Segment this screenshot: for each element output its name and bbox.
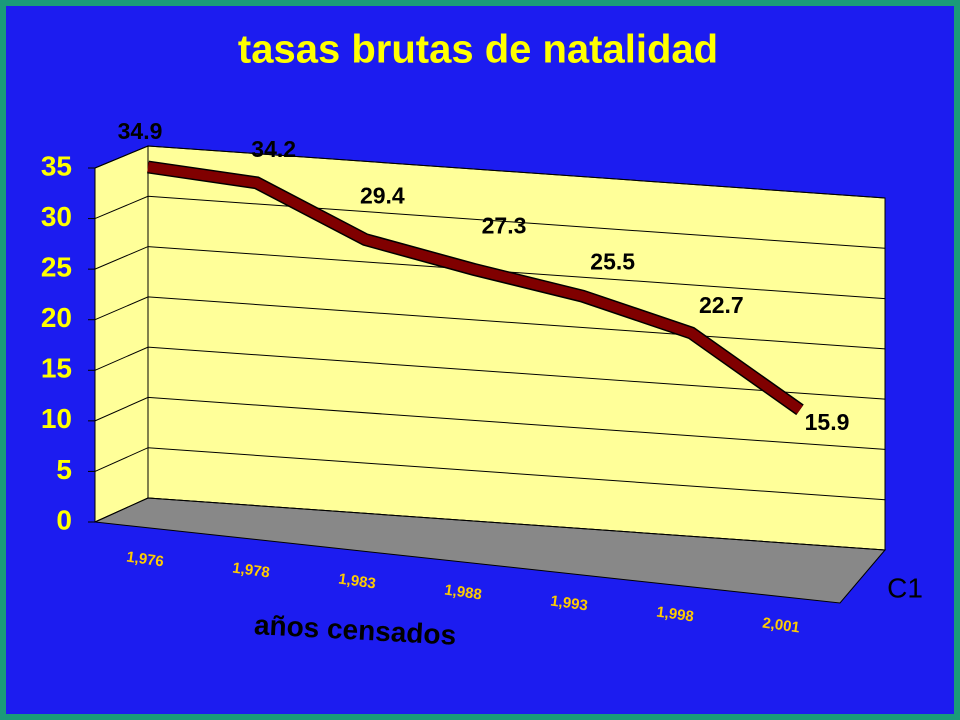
side-wall (94, 145, 149, 523)
x-tick-label: 1,988 (443, 581, 483, 603)
data-label: 34.9 (118, 118, 163, 144)
back-wall (147, 145, 886, 551)
y-tick-label: 5 (56, 454, 72, 485)
x-tick-label: 2,001 (761, 614, 801, 636)
y-tick-label: 25 (41, 252, 72, 283)
data-label: 25.5 (590, 248, 635, 274)
y-tick-label: 15 (41, 353, 72, 384)
y-tick-label: 10 (41, 403, 72, 434)
grid-line (94, 396, 886, 450)
data-label: 34.2 (251, 136, 296, 162)
x-tick-label: 1,998 (655, 603, 695, 625)
chart-title: tasas brutas de natalidad (238, 28, 718, 72)
x-tick-label: 1,978 (231, 559, 271, 581)
data-label: 15.9 (805, 409, 850, 435)
data-label: 29.4 (360, 183, 405, 209)
x-tick-label: 1,983 (337, 570, 377, 592)
plot: 34.9 34.2 29.4 27.3 25.5 22.7 15.9 (118, 118, 850, 435)
grid-line (94, 346, 886, 400)
y-tick-label: 35 (41, 150, 72, 181)
grid-line (94, 145, 886, 199)
y-tick-label: 0 (56, 504, 72, 535)
y-tick-label: 20 (41, 302, 72, 333)
grid-line (94, 497, 886, 551)
grid (88, 145, 886, 551)
data-label: 27.3 (482, 212, 527, 238)
grid-line (94, 246, 886, 300)
data-label: 22.7 (699, 292, 744, 318)
grid-line (94, 195, 886, 249)
x-tick-label: 1,993 (549, 592, 589, 614)
x-tick-label: 1,976 (125, 548, 165, 570)
grid-line (94, 447, 886, 501)
y-tick-label: 30 (41, 201, 72, 232)
series-label: C1 (887, 572, 923, 603)
grid-line (94, 296, 886, 350)
line (147, 162, 803, 414)
